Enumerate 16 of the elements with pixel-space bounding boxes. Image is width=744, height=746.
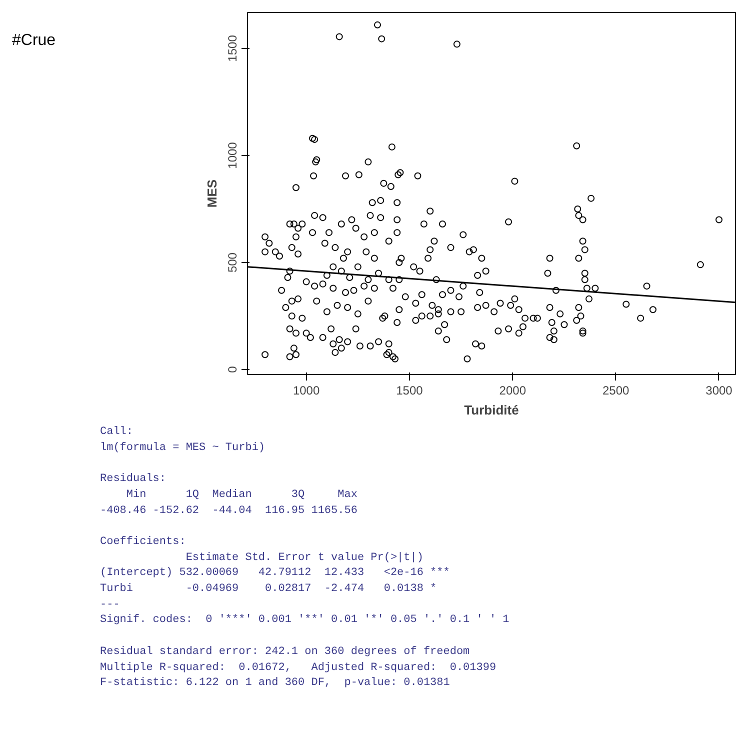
x-tick-label: 2000 [499,384,526,398]
y-tick-label: 500 [226,252,240,273]
y-tick-label: 0 [226,366,240,373]
text: #Crue [12,31,56,51]
y-tick-label: 1500 [226,34,240,62]
x-tick-label: 1500 [396,384,424,398]
y-tick-label: 1000 [226,142,240,169]
x-tick-label: 2500 [602,384,630,398]
x-tick-label: 3000 [706,384,733,398]
x-tick-label: 1000 [292,384,320,398]
text: Residual standard error: 242.1 on 360 degrees of freedom Multiple R-squared: 0.01672, Adjusted R-squared: 0.01399 F-statistic: 6.122 on 1 and 360 DF, p-value: 0.01381 [100,646,496,690]
text: Residuals: Min 1Q Median 3Q Max -408.46 -152.62 -44.04 116.95 1165.56 [100,473,358,517]
y-axis-title: MES [204,179,220,208]
x-axis-title: Turbidité [464,402,519,418]
text: Call: lm(formula = MES ~ Turbi) [100,426,266,454]
text: Coefficients: Estimate Std. Error t value Pr(>|t|) (Intercept) 532.00069 42.79112 12.433 <2e-16 *** Turbi -0.04969 0.02817 -2.474 0.0138 * --- Signif. codes: 0 '***' 0.001 '**' 0.01 '*' 0.05 '.' 0.1 ' ' 1 [100,536,510,626]
